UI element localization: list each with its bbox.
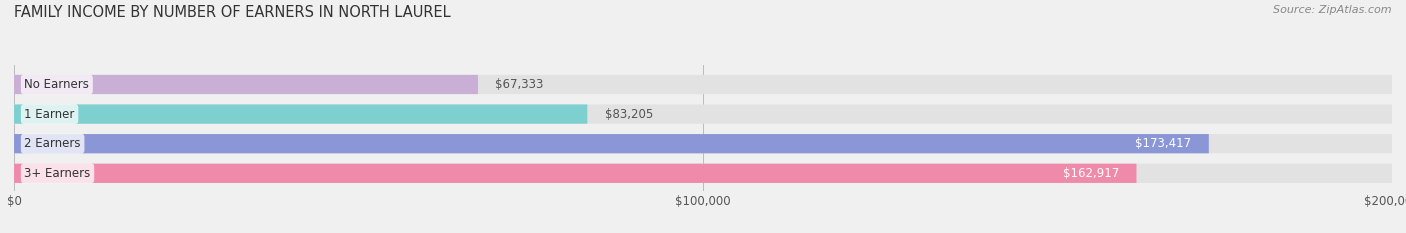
FancyBboxPatch shape: [14, 134, 1392, 153]
FancyBboxPatch shape: [14, 164, 1392, 183]
FancyBboxPatch shape: [14, 75, 1392, 94]
FancyBboxPatch shape: [14, 75, 478, 94]
FancyBboxPatch shape: [14, 134, 1209, 153]
Text: 2 Earners: 2 Earners: [24, 137, 82, 150]
Text: $162,917: $162,917: [1063, 167, 1119, 180]
Text: $67,333: $67,333: [495, 78, 544, 91]
Text: No Earners: No Earners: [24, 78, 89, 91]
Text: $83,205: $83,205: [605, 108, 652, 121]
Text: Source: ZipAtlas.com: Source: ZipAtlas.com: [1274, 5, 1392, 15]
Text: $173,417: $173,417: [1136, 137, 1191, 150]
FancyBboxPatch shape: [14, 164, 1136, 183]
Text: 3+ Earners: 3+ Earners: [24, 167, 90, 180]
FancyBboxPatch shape: [14, 104, 1392, 124]
Text: FAMILY INCOME BY NUMBER OF EARNERS IN NORTH LAUREL: FAMILY INCOME BY NUMBER OF EARNERS IN NO…: [14, 5, 451, 20]
FancyBboxPatch shape: [14, 104, 588, 124]
Text: 1 Earner: 1 Earner: [24, 108, 75, 121]
